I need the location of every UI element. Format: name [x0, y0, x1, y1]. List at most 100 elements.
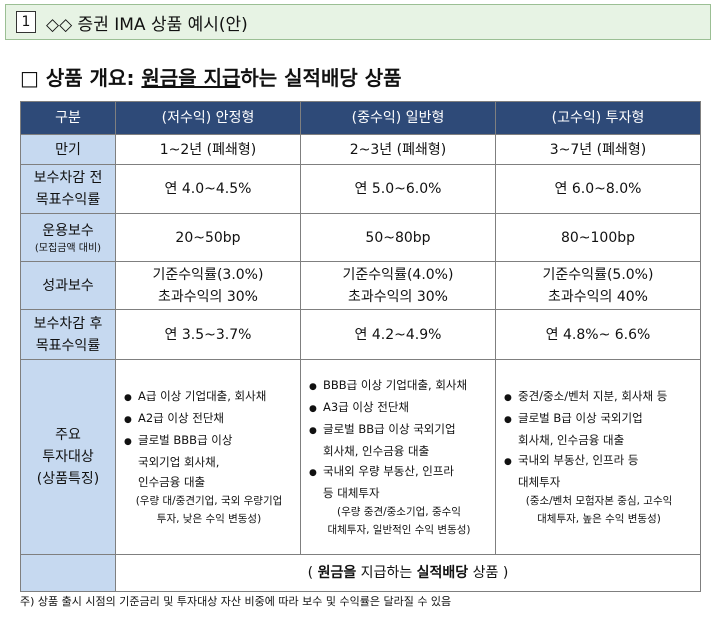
cell-line: 초과수익의 40% [548, 288, 648, 305]
targets-row: 주요 투자대상 (상품특징) ● A급 이상 기업대출, 회사채 ● A2급 이상 전단채 ●… [20, 359, 701, 555]
note-block: (중소/벤처 모험자본 중심, 고수익 대체투자, 높은 수익 변동성) [504, 492, 694, 528]
table-row: 운용보수 (모집금액 대비) 20~50bp 50~80bp 80~100bp [20, 213, 701, 262]
header-row: 구분 (저수익) 안정형 (중수익) 일반형 (고수익) 투자형 [20, 101, 701, 135]
section-text: 상품 개요: [45, 66, 142, 90]
table-row: 보수차감 후 목표수익률 연 3.5~3.7% 연 4.2~4.9% 연 4.8%~ 6… [20, 309, 701, 360]
cell-line: 기준수익률(5.0%) [542, 266, 654, 283]
data-cell: 기준수익률(5.0%) 초과수익의 40% [495, 261, 701, 310]
bullet-item: ● A3급 이상 전단채 [309, 397, 489, 419]
bullet-text: BBB급 이상 기업대출, 회사채 [323, 378, 468, 392]
bullet-text: 중견/중소/벤처 지분, 회사채 등 [518, 389, 668, 403]
footer-text: 지급하는 [356, 565, 417, 581]
bullet-dot: ● [504, 415, 512, 425]
section-text: 하는 실적배당 상품 [240, 66, 402, 90]
section-title: □ 상품 개요: 원금을 지급하는 실적배당 상품 [20, 62, 402, 91]
cell-line: 2~3년 (폐쇄형) [349, 141, 447, 158]
cell-line: 운용보수 [42, 222, 94, 239]
cell-line: 연 4.8%~ 6.6% [545, 326, 651, 343]
cell-line: 1~2년 (폐쇄형) [159, 141, 257, 158]
bullet-item: ● 글로벌 BB급 이상 국외기업 회사채, 인수금융 대출 [309, 419, 489, 461]
bullet-line: 대체투자 [504, 472, 694, 492]
note-line: (우량 중견/중소기업, 중수익 [337, 506, 461, 518]
cell-line: 20~50bp [175, 229, 241, 246]
bullet-text: 글로벌 BBB급 이상 [138, 433, 233, 447]
bullet-line: ● 중견/중소/벤처 지분, 회사채 등 [504, 386, 694, 408]
table-row: 성과보수 기준수익률(3.0%) 초과수익의 30% 기준수익률(4.0%) 초과수익의… [20, 261, 701, 310]
data-cell: 연 5.0~6.0% [300, 164, 496, 214]
cell-line: 연 5.0~6.0% [354, 181, 442, 197]
data-cell: 2~3년 (폐쇄형) [300, 134, 496, 165]
bullet-text: 국내외 부동산, 인프라 등 [518, 453, 639, 467]
targets-cell: ● 중견/중소/벤처 지분, 회사채 등 ● 글로벌 B급 이상 국외기업 회사채, 인… [495, 359, 701, 555]
table-row: 만기 1~2년 (폐쇄형) 2~3년 (폐쇄형) 3~7년 (폐쇄형) [20, 134, 701, 165]
data-cell: 1~2년 (폐쇄형) [115, 134, 301, 165]
bullet-line: 국외기업 회사채, [124, 452, 294, 472]
cell-line: 보수차감 후 [33, 315, 103, 332]
footer-text: 상품 ) [468, 565, 509, 581]
footnote: 주) 상품 출시 시점의 기준금리 및 투자대상 자산 비중에 따라 보수 및 … [20, 595, 452, 608]
bullet-item: ● 국내외 우량 부동산, 인프라 등 대체투자 [309, 461, 489, 503]
bullet-dot: ● [309, 382, 317, 392]
section-text: 원금을 지급 [141, 66, 241, 90]
bullet-line: 회사채, 인수금융 대출 [504, 430, 694, 450]
note-line: (우량 대/중견기업, 국외 우량기업 [135, 495, 283, 507]
note-line: 투자, 낮은 수익 변동성) [156, 513, 262, 525]
cell-line: 주요 [55, 427, 81, 443]
data-cell: 기준수익률(3.0%) 초과수익의 30% [115, 261, 301, 310]
bullet-text: A3급 이상 전단채 [323, 400, 409, 414]
bullet-item: ● BBB급 이상 기업대출, 회사채 [309, 375, 489, 397]
bullet-text: 대체투자 [518, 475, 561, 489]
bullet-text: A급 이상 기업대출, 회사채 [138, 389, 267, 403]
bullet-text: 글로벌 B급 이상 국외기업 [518, 411, 643, 425]
cell-line: (상품특징) [36, 471, 100, 487]
bullet-line: ● A3급 이상 전단채 [309, 397, 489, 419]
data-cell: 3~7년 (폐쇄형) [495, 134, 701, 165]
bullet-dot: ● [124, 393, 132, 403]
bullet-line: ● BBB급 이상 기업대출, 회사채 [309, 375, 489, 397]
cell-line: 연 4.2~4.9% [354, 326, 442, 343]
row-label: 만기 [20, 134, 116, 165]
header-bar: 1 ◇◇ 증권 IMA 상품 예시(안) [5, 4, 711, 40]
cell-line: 기준수익률(4.0%) [342, 266, 454, 283]
bullet-dot: ● [309, 468, 317, 478]
cell-line: 투자대상 [42, 449, 94, 465]
bullet-line: ● A2급 이상 전단채 [124, 408, 294, 430]
row-label: 운용보수 (모집금액 대비) [20, 213, 116, 262]
data-cell: 20~50bp [115, 213, 301, 262]
bullet-text: 회사채, 인수금융 대출 [518, 433, 625, 447]
bullet-item: ● A급 이상 기업대출, 회사채 [124, 386, 294, 408]
cell-line: 기준수익률(3.0%) [152, 266, 264, 283]
cell-line: 연 4.0~4.5% [164, 181, 252, 197]
cell-line: 만기 [55, 141, 81, 158]
bullet-line: 회사채, 인수금융 대출 [309, 441, 489, 461]
data-cell: 연 4.2~4.9% [300, 309, 496, 360]
targets-cell: ● A급 이상 기업대출, 회사채 ● A2급 이상 전단채 ● 글로벌 BBB급 이상 국… [115, 359, 301, 555]
cell-line: 초과수익의 30% [348, 288, 448, 305]
bullet-dot: ● [309, 426, 317, 436]
note-line: 대체투자, 일반적인 수익 변동성) [327, 524, 471, 536]
header-cell: (고수익) 투자형 [495, 101, 701, 135]
bullet-dot: ● [124, 415, 132, 425]
table-row: 보수차감 전 목표수익률 연 4.0~4.5% 연 5.0~6.0% 연 6.0~8.0… [20, 164, 701, 214]
bullet-text: 등 대체투자 [323, 486, 380, 500]
data-cell: 연 4.0~4.5% [115, 164, 301, 214]
bullet-item: ● 중견/중소/벤처 지분, 회사채 등 [504, 386, 694, 408]
header-cell: (중수익) 일반형 [300, 101, 496, 135]
targets-cell: ● BBB급 이상 기업대출, 회사채 ● A3급 이상 전단채 ● 글로벌 BB급 이상… [300, 359, 496, 555]
cell-line: 목표수익률 [35, 192, 101, 208]
bullet-item: ● 글로벌 BBB급 이상 국외기업 회사채, 인수금융 대출 [124, 430, 294, 492]
bullet-line: 등 대체투자 [309, 483, 489, 503]
cell-line: (모집금액 대비) [34, 242, 102, 254]
bullet-dot: ● [504, 457, 512, 467]
row-label: 보수차감 전 목표수익률 [20, 164, 116, 214]
data-cell: 50~80bp [300, 213, 496, 262]
cell-line: 50~80bp [365, 229, 431, 246]
note-line: (중소/벤처 모험자본 중심, 고수익 [525, 495, 673, 507]
bullet-line: ● A급 이상 기업대출, 회사채 [124, 386, 294, 408]
